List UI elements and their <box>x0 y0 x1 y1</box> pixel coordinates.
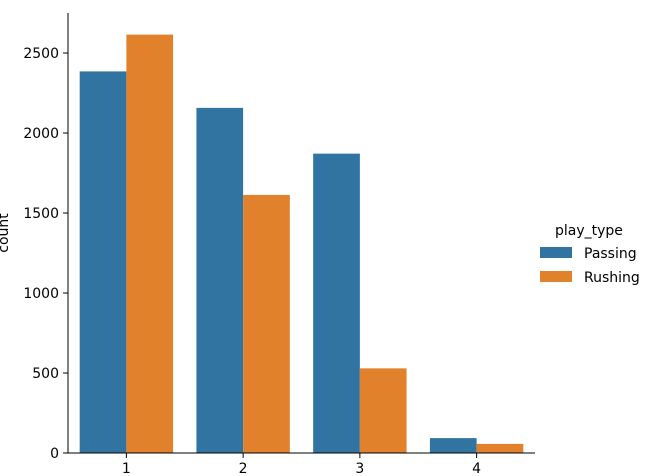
bar-rushing-1 <box>126 34 174 453</box>
bar-rushing-2 <box>243 194 290 454</box>
y-tick-label: 500 <box>32 366 59 382</box>
y-tick-label: 1500 <box>23 206 59 222</box>
axes-group <box>67 13 535 454</box>
y-tick-label: 0 <box>50 446 59 462</box>
y-ticks-group: 0 500 1000 1500 2000 2500 <box>23 46 68 462</box>
y-tick-label: 2000 <box>23 126 59 142</box>
y-tick-label: 2500 <box>23 46 59 62</box>
x-tick-label: 4 <box>472 461 481 476</box>
legend-swatch-rushing <box>540 271 572 282</box>
legend: play_type Passing Rushing <box>540 223 640 286</box>
bar-passing-2 <box>196 107 244 453</box>
bar-rushing-4 <box>476 443 524 453</box>
bar-passing-3 <box>313 153 360 453</box>
bars-group <box>79 34 524 454</box>
x-ticks-group: 1 2 3 4 <box>122 453 481 476</box>
y-tick-label: 1000 <box>23 286 59 302</box>
bar-rushing-3 <box>359 368 407 453</box>
x-tick-label: 1 <box>122 461 131 476</box>
bar-passing-1 <box>79 71 127 454</box>
x-tick-label: 3 <box>355 461 364 476</box>
legend-title: play_type <box>555 223 623 239</box>
legend-label-passing: Passing <box>584 246 637 262</box>
y-axis-label: count <box>0 213 12 253</box>
legend-label-rushing: Rushing <box>584 270 640 286</box>
legend-swatch-passing <box>540 247 572 258</box>
bar-passing-4 <box>429 438 477 453</box>
x-tick-label: 2 <box>239 461 248 476</box>
